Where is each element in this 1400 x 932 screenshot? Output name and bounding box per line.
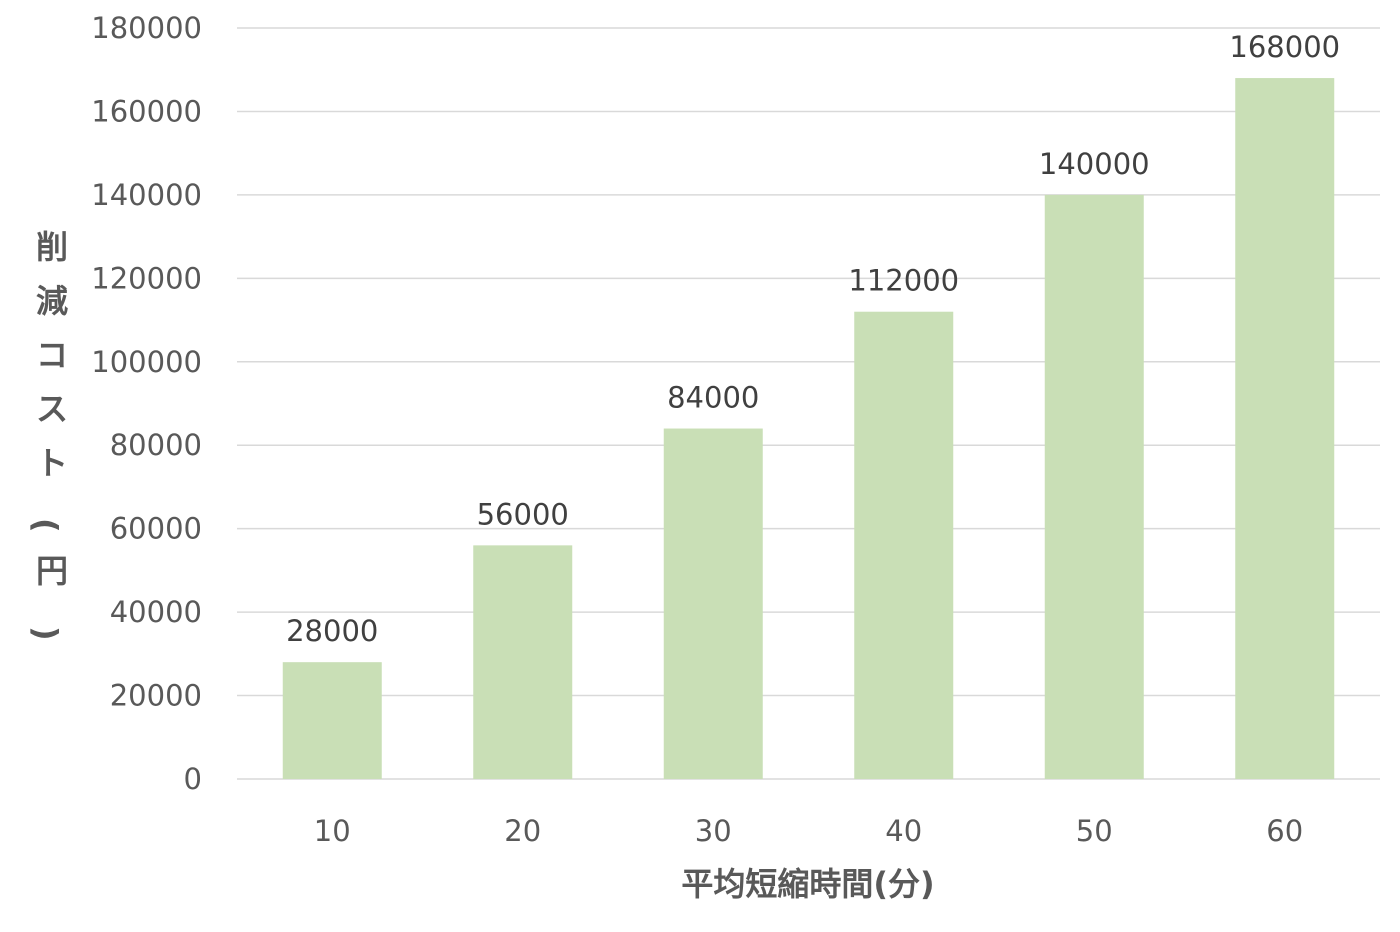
x-tick-label: 40 — [885, 814, 922, 848]
x-axis-ticks: 10 20 30 40 50 60 — [314, 814, 1303, 848]
y-axis-title: 削減コスト(円) — [27, 228, 68, 641]
y-tick-label: 160000 — [91, 94, 202, 128]
y-tick-label: 140000 — [91, 178, 202, 212]
data-label: 28000 — [286, 614, 378, 648]
y-tick-label: 0 — [184, 762, 202, 796]
bar — [663, 428, 763, 779]
y-tick-label: 20000 — [110, 679, 202, 713]
data-label: 168000 — [1229, 30, 1340, 64]
bar — [1044, 194, 1144, 779]
data-label: 84000 — [667, 381, 759, 415]
y-tick-label: 100000 — [91, 345, 202, 379]
x-tick-label: 50 — [1076, 814, 1113, 848]
y-tick-label: 120000 — [91, 261, 202, 295]
y-tick-label: 80000 — [110, 428, 202, 462]
data-label: 140000 — [1039, 147, 1150, 181]
x-axis-title: 平均短縮時間(分) — [681, 865, 934, 903]
x-tick-label: 30 — [695, 814, 732, 848]
y-axis-ticks: 0 20000 40000 60000 80000 100000 120000 140000 1… — [91, 11, 202, 796]
gridlines — [237, 27, 1380, 780]
data-label: 112000 — [848, 264, 959, 298]
bars — [282, 78, 1335, 780]
bar — [1235, 78, 1335, 780]
data-labels: 28000 56000 84000 112000 140000 168000 — [286, 30, 1340, 648]
bar — [473, 545, 573, 779]
y-tick-label: 40000 — [110, 595, 202, 629]
bar — [282, 662, 382, 779]
y-tick-label: 60000 — [110, 512, 202, 546]
data-label: 56000 — [477, 497, 569, 531]
x-tick-label: 20 — [504, 814, 541, 848]
y-tick-label: 180000 — [91, 11, 202, 45]
x-tick-label: 60 — [1266, 814, 1303, 848]
y-axis-title-text: 削減コスト(円) — [27, 228, 68, 641]
x-tick-label: 10 — [314, 814, 351, 848]
bar — [854, 311, 954, 779]
